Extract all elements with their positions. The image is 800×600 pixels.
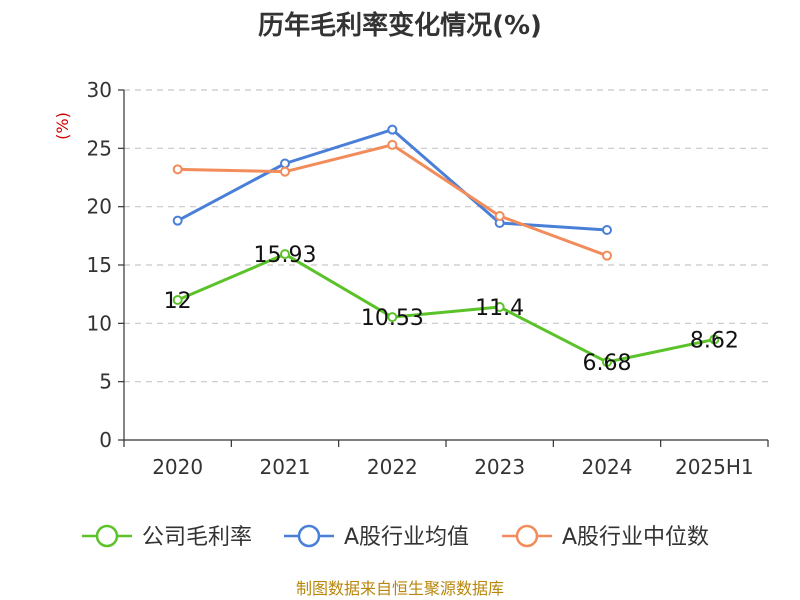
data-labels: 12 15.93 10.53 11.4 6.68 8.62 <box>164 243 739 376</box>
legend-label: A股行业中位数 <box>562 525 709 550</box>
x-tick-label: 2025H1 <box>675 455 754 479</box>
y-tick-label: 25 <box>87 136 112 160</box>
legend-label: 公司毛利率 <box>142 525 252 550</box>
y-tick-label: 20 <box>87 195 112 219</box>
y-tick-label: 30 <box>87 78 112 102</box>
y-tick-labels: 0 5 10 15 20 25 30 <box>87 78 124 452</box>
legend-item-2[interactable]: A股行业中位数 <box>502 524 709 550</box>
series-line-0 <box>177 252 715 364</box>
x-tick-labels: 2020 2021 2022 2023 2024 2025H1 <box>152 455 753 479</box>
gridlines <box>124 89 768 383</box>
data-label: 11.4 <box>475 296 524 321</box>
series-0-point[interactable] <box>494 302 505 312</box>
series-2-point[interactable] <box>494 211 505 221</box>
y-tick-label: 5 <box>99 370 112 394</box>
y-axis-unit: (%) <box>53 112 72 140</box>
legend-item-1[interactable]: A股行业均值 <box>284 524 469 550</box>
series-0-point[interactable] <box>172 295 183 305</box>
y-tick-label: 15 <box>87 253 112 277</box>
series-2-point[interactable] <box>172 164 183 175</box>
series-1-point[interactable] <box>387 124 398 135</box>
series-2-point[interactable] <box>602 250 612 261</box>
legend-marker <box>297 524 321 548</box>
legend: 公司毛利率 A股行业均值 A股行业中位数 <box>82 524 709 550</box>
legend-marker <box>95 524 119 548</box>
axes <box>123 90 769 447</box>
data-label: 12 <box>164 289 192 314</box>
data-label: 15.93 <box>254 243 317 268</box>
series-0-point[interactable] <box>280 249 290 260</box>
legend-label: A股行业均值 <box>344 525 469 550</box>
series-1-point[interactable] <box>280 158 290 169</box>
y-tick-label: 10 <box>87 311 112 335</box>
data-label: 8.62 <box>690 328 739 353</box>
x-tick-label: 2021 <box>260 455 311 479</box>
data-label: 6.68 <box>583 351 632 376</box>
series-1-point[interactable] <box>602 225 612 235</box>
source-note: 制图数据来自恒生聚源数据库 <box>296 579 504 598</box>
series-2-point[interactable] <box>387 139 398 150</box>
series-0-point[interactable] <box>709 334 720 345</box>
y-tick-label: 0 <box>99 428 112 452</box>
x-tick-label: 2022 <box>367 455 418 479</box>
data-label: 10.53 <box>361 306 424 331</box>
series-2-point[interactable] <box>280 166 290 177</box>
series-0-point[interactable] <box>387 312 398 323</box>
legend-item-0[interactable]: 公司毛利率 <box>82 524 252 550</box>
series-line-2 <box>177 143 608 258</box>
x-tick-label: 2024 <box>582 455 633 479</box>
series-group <box>172 124 720 368</box>
chart-title: 历年毛利率变化情况(%) <box>258 10 542 41</box>
x-tick-label: 2020 <box>152 455 203 479</box>
series-0-point[interactable] <box>602 357 612 368</box>
series-1-point[interactable] <box>172 215 183 226</box>
x-tick-label: 2023 <box>474 455 525 479</box>
legend-marker <box>515 524 539 548</box>
